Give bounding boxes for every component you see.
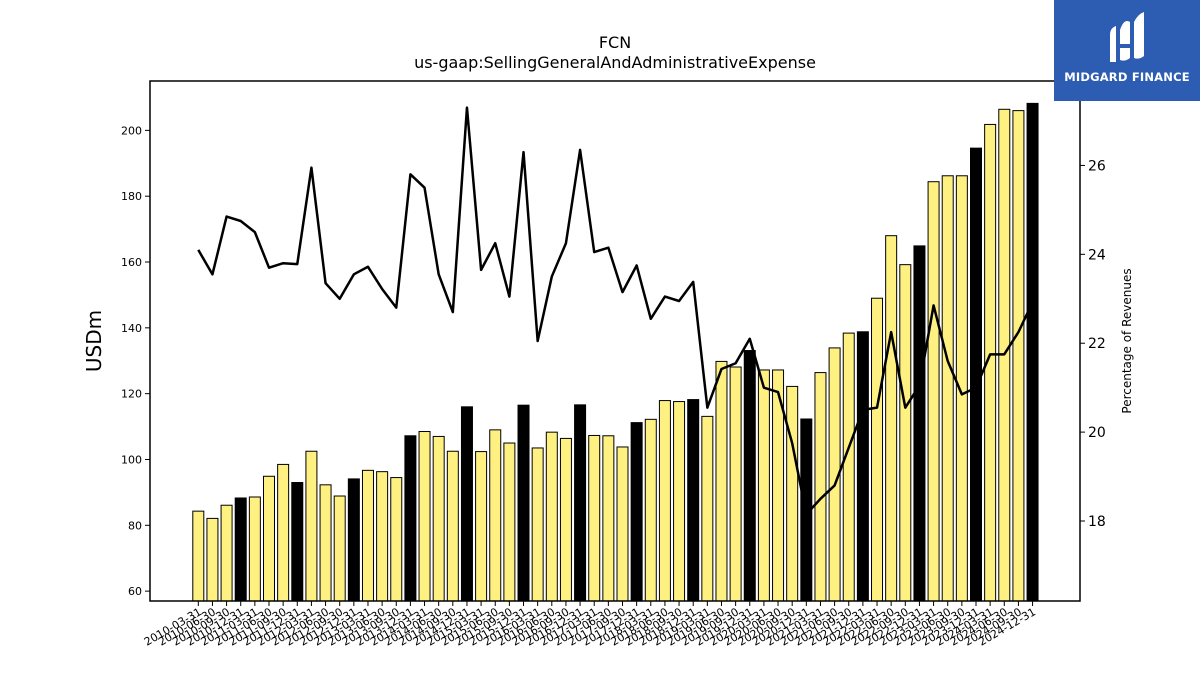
bar (574, 404, 587, 602)
y2-tick-label: 26 (1088, 158, 1106, 174)
bar (446, 450, 459, 602)
bar (319, 484, 332, 602)
bar (333, 495, 346, 602)
bar (941, 175, 954, 602)
bar (503, 442, 516, 602)
bar (715, 360, 728, 602)
bar (489, 429, 502, 602)
bar (644, 418, 657, 602)
bar (305, 450, 318, 602)
y-tick-label: 100 (121, 453, 142, 466)
bar (1012, 110, 1025, 602)
bar (927, 181, 940, 602)
bar (460, 406, 473, 602)
bar (970, 147, 982, 602)
bar (885, 235, 898, 602)
y-tick-label: 120 (121, 388, 142, 401)
bar (418, 431, 431, 602)
bar (743, 350, 756, 602)
plot-frame (149, 80, 1081, 602)
y2-tick-label: 18 (1088, 514, 1106, 530)
bar (234, 497, 247, 602)
bar (404, 435, 417, 602)
bar (1026, 102, 1039, 602)
bar (291, 482, 304, 602)
bar (658, 400, 671, 602)
bar (531, 447, 544, 602)
bar (602, 435, 615, 602)
y-axis-label: USDm (82, 310, 106, 372)
logo-text: MIDGARD FINANCE (1064, 70, 1190, 84)
bar (277, 463, 290, 602)
y-tick-label: 140 (121, 322, 142, 335)
y-tick-label: 80 (128, 519, 142, 532)
midgard-finance-logo: MIDGARD FINANCE (1054, 0, 1200, 101)
bar (913, 245, 926, 602)
bar (206, 517, 219, 602)
midgard-logo-icon (1110, 12, 1144, 62)
bar (376, 471, 389, 602)
bar (871, 297, 884, 602)
y2-tick-label: 22 (1088, 336, 1106, 352)
bar (347, 478, 360, 602)
chart-title: FCN (599, 33, 631, 52)
bar (814, 372, 827, 602)
bar (786, 385, 799, 602)
bar (390, 477, 403, 602)
y2-tick-label: 24 (1088, 247, 1106, 263)
y2-axis-label: Percentage of Revenues (1120, 268, 1134, 413)
bar (616, 446, 629, 602)
bar (263, 475, 275, 602)
bar (842, 332, 855, 602)
bar (673, 401, 686, 602)
bar (220, 504, 233, 602)
bar (687, 399, 700, 602)
bar (475, 451, 488, 602)
bar (701, 415, 714, 602)
bar (757, 369, 770, 602)
bar (899, 264, 912, 602)
y-tick-label: 200 (121, 124, 142, 137)
y-tick-label: 60 (128, 585, 142, 598)
bar (729, 366, 742, 602)
percentage-line (197, 106, 1034, 516)
bar (588, 434, 601, 602)
bar (545, 431, 558, 602)
y-tick-label: 180 (121, 190, 142, 203)
bar (192, 510, 205, 602)
bar (248, 496, 261, 602)
plot-area: 608010012014016018020018202224262010-03-… (121, 80, 1106, 649)
bar (559, 437, 572, 602)
y2-tick-label: 20 (1088, 425, 1106, 441)
bar (361, 469, 374, 602)
bar (432, 435, 445, 602)
bar (517, 404, 530, 602)
y-tick-label: 160 (121, 256, 142, 269)
bar (856, 331, 869, 602)
bar (630, 422, 643, 602)
chart-subtitle: us-gaap:SellingGeneralAndAdministrativeE… (414, 53, 816, 72)
